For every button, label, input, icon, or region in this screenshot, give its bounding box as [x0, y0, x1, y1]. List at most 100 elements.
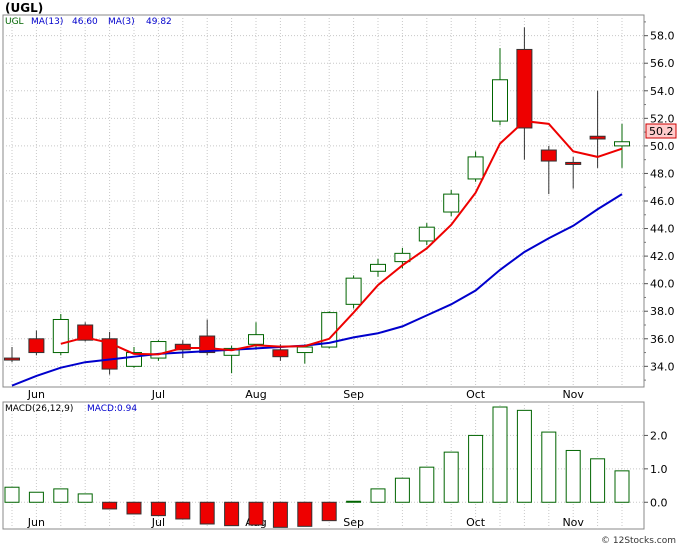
macd-y-tick-label: 2.0 [650, 429, 668, 442]
candle-up [150, 340, 167, 361]
price-y-tick-label: 48.0 [650, 167, 675, 180]
candle-down [565, 156, 582, 189]
candle-body [370, 263, 386, 272]
candle-body [565, 161, 582, 165]
price-x-tick-label: Jun [27, 388, 45, 401]
candle-down [28, 330, 45, 356]
price-y-tick-label: 46.0 [650, 195, 675, 208]
macd-bar [224, 501, 240, 527]
macd-x-tick-label: Sep [343, 516, 364, 529]
macd-x-tick-label: Jul [151, 516, 165, 529]
candle-up [345, 275, 362, 309]
axis-layer: 34.0 36.0 38.0 40.0 42.0 44.0 46.0 48.0 50.0 52.0… [27, 21, 675, 529]
price-x-tick-label: Oct [466, 388, 486, 401]
candle-up [418, 223, 435, 246]
candle-up [52, 313, 69, 356]
macd-legend: MACD(26,12,9) MACD:0.94 [5, 404, 137, 414]
macd-bar [468, 434, 484, 503]
candle-body [443, 193, 460, 213]
macd-y-tick-label: 1.0 [650, 463, 668, 476]
ma13-line [11, 193, 623, 387]
macd-bar [102, 501, 118, 510]
macd-x-tick-label: Nov [562, 516, 584, 529]
macd-bar [565, 449, 581, 503]
candle-body [614, 141, 630, 147]
macd-bar [248, 501, 264, 526]
macd-bar [541, 431, 557, 503]
legend-ma13-label: MA(13) [31, 17, 63, 27]
macd-bar [297, 501, 313, 527]
legend-ma3-value: 49.82 [146, 17, 172, 27]
price-y-tick-label: 40.0 [650, 278, 675, 291]
price-x-tick-label: Sep [343, 388, 364, 401]
candle-down [589, 90, 606, 168]
candle-down [4, 347, 20, 363]
price-y-tick-label: 34.0 [650, 360, 675, 373]
price-y-tick-label: 38.0 [650, 305, 675, 318]
candle-body [28, 338, 45, 354]
candle-up [614, 123, 630, 168]
macd-bar [370, 488, 386, 503]
price-y-tick-label: 36.0 [650, 333, 675, 346]
candle-down [540, 145, 557, 195]
macd-bar [4, 486, 20, 503]
price-y-tick-label: 52.0 [650, 112, 675, 125]
candle-down [77, 322, 94, 342]
candle-body [272, 349, 289, 358]
macd-bar [199, 501, 215, 525]
candle-body [540, 149, 557, 162]
macd-x-tick-label: Oct [466, 516, 486, 529]
candle-down [516, 27, 533, 160]
macd-bar [28, 491, 44, 503]
price-legend: UGL MA(13) 46.60 MA(3) 49.82 [5, 17, 172, 27]
candle-up [370, 258, 386, 277]
price-x-tick-label: Aug [245, 388, 266, 401]
candle-up [492, 48, 508, 126]
candle-body [589, 135, 606, 140]
candle-body [418, 226, 435, 242]
macd-bar [272, 501, 288, 528]
candle-body [150, 341, 167, 359]
candle-body [101, 338, 118, 370]
price-y-tick-label: 56.0 [650, 57, 675, 70]
macd-bar [590, 458, 606, 503]
macd-bar [492, 406, 508, 503]
macd-bar [346, 500, 362, 503]
macd-bar [53, 488, 69, 503]
candle-up [443, 189, 460, 217]
price-y-tick-label: 44.0 [650, 223, 675, 236]
footer-copyright: © 12Stocks.com [601, 536, 676, 546]
candle-body [516, 48, 533, 129]
macd-bar [516, 409, 532, 503]
candle-body [394, 252, 411, 263]
macd-bar [443, 451, 459, 503]
macd-bar [175, 501, 191, 520]
candle-body [248, 334, 264, 345]
price-y-tick-label: 50.0 [650, 140, 675, 153]
candle-body [52, 318, 69, 354]
candle-body [223, 347, 240, 356]
price-y-tick-label: 54.0 [650, 85, 675, 98]
macd-bar [394, 477, 410, 503]
macd-bar [321, 501, 337, 522]
candle-up [467, 151, 484, 182]
price-x-tick-label: Jul [151, 388, 165, 401]
candle-body [4, 357, 20, 361]
legend-ma13-value: 46.60 [72, 17, 98, 27]
candle-down [101, 331, 118, 375]
ma3-line [60, 120, 623, 356]
last-price-tag-box [645, 123, 677, 139]
macd-bar [77, 493, 93, 503]
mark-layer [4, 27, 630, 528]
price-x-tick-label: Nov [562, 388, 584, 401]
candle-body [296, 346, 313, 354]
price-y-tick-label: 58.0 [650, 30, 675, 43]
macd-bar [419, 466, 435, 503]
last-price-tag-text: 50.2 [649, 125, 674, 138]
legend-ma3-label: MA(3) [108, 17, 135, 27]
last-price-tag: 50.2 [645, 123, 677, 139]
macd-bar [614, 470, 630, 503]
candle-body [77, 324, 94, 341]
